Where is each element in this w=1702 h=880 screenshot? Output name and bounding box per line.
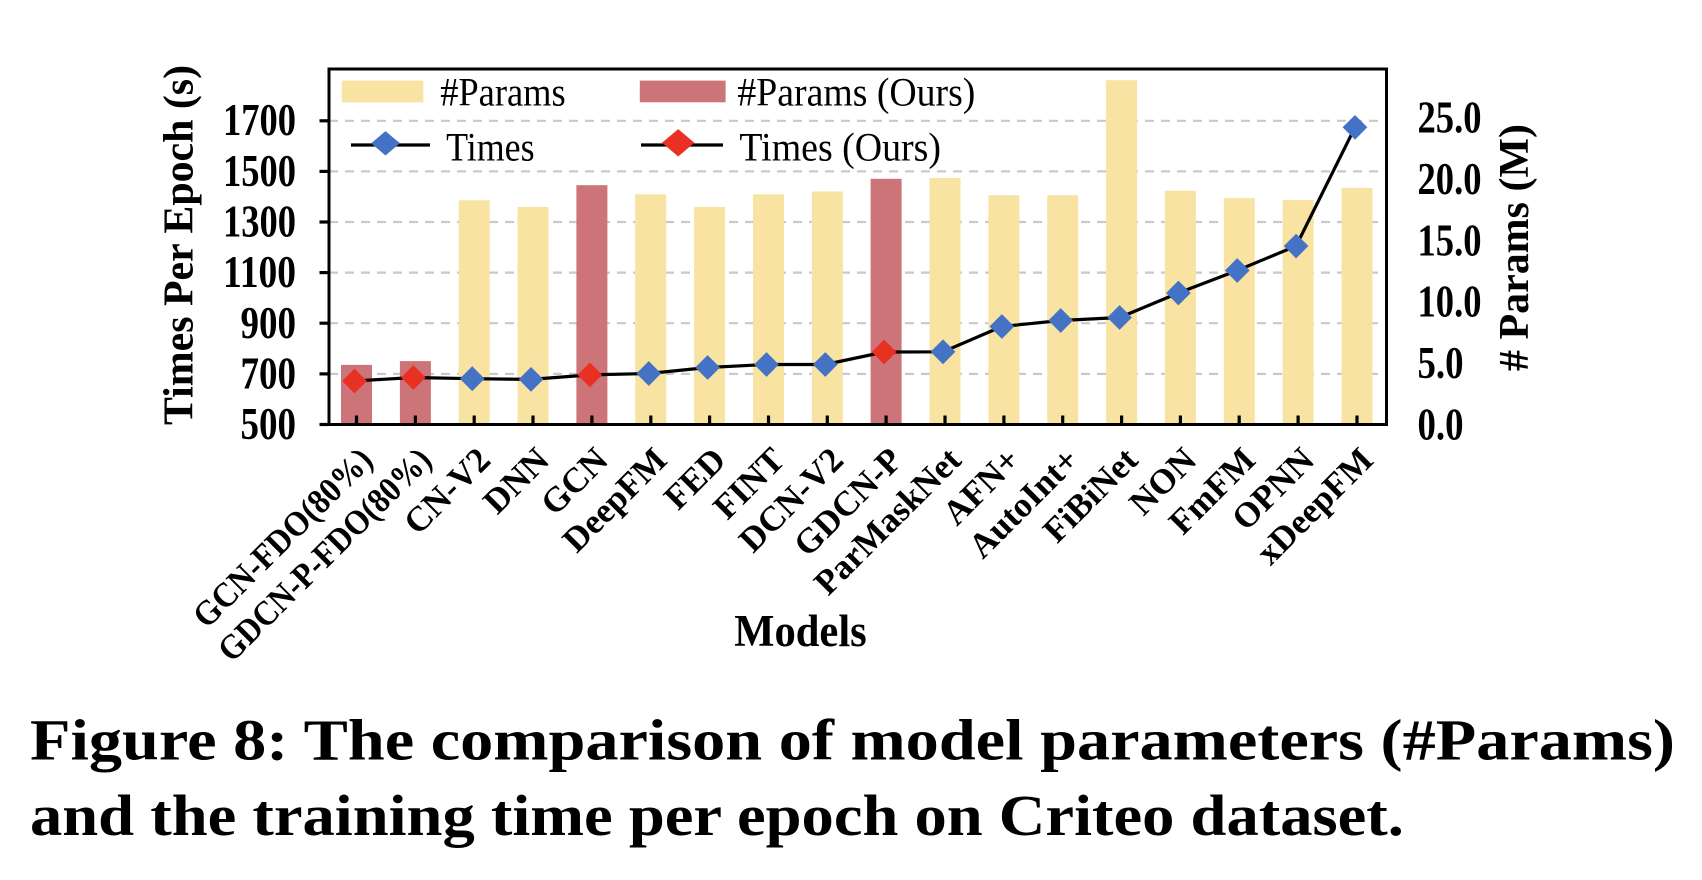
- svg-text:Models: Models: [734, 606, 867, 656]
- svg-text:900: 900: [241, 298, 297, 348]
- svg-text:1100: 1100: [223, 247, 296, 297]
- svg-text:1500: 1500: [223, 146, 296, 196]
- svg-text:# Params (M): # Params (M): [1492, 124, 1538, 371]
- svg-text:#Params: #Params: [440, 69, 566, 114]
- svg-text:20.0: 20.0: [1418, 154, 1482, 204]
- svg-text:#Params (Ours): #Params (Ours): [737, 69, 975, 114]
- svg-text:10.0: 10.0: [1418, 277, 1482, 327]
- svg-text:15.0: 15.0: [1418, 215, 1482, 265]
- svg-text:1700: 1700: [223, 95, 296, 145]
- svg-text:Times (Ours): Times (Ours): [739, 125, 941, 170]
- svg-text:0.0: 0.0: [1418, 400, 1464, 450]
- svg-text:Times: Times: [446, 125, 534, 170]
- svg-text:Figure 8: The comparison of mo: Figure 8: The comparison of model parame…: [30, 707, 1675, 772]
- svg-text:700: 700: [241, 348, 297, 398]
- svg-text:Times Per Epoch (s): Times Per Epoch (s): [157, 65, 203, 425]
- svg-text:500: 500: [241, 399, 297, 449]
- svg-text:25.0: 25.0: [1418, 93, 1482, 143]
- svg-text:1300: 1300: [223, 197, 296, 247]
- svg-text:5.0: 5.0: [1418, 338, 1464, 388]
- svg-text:and the training time per epoc: and the training time per epoch on Crite…: [30, 783, 1404, 848]
